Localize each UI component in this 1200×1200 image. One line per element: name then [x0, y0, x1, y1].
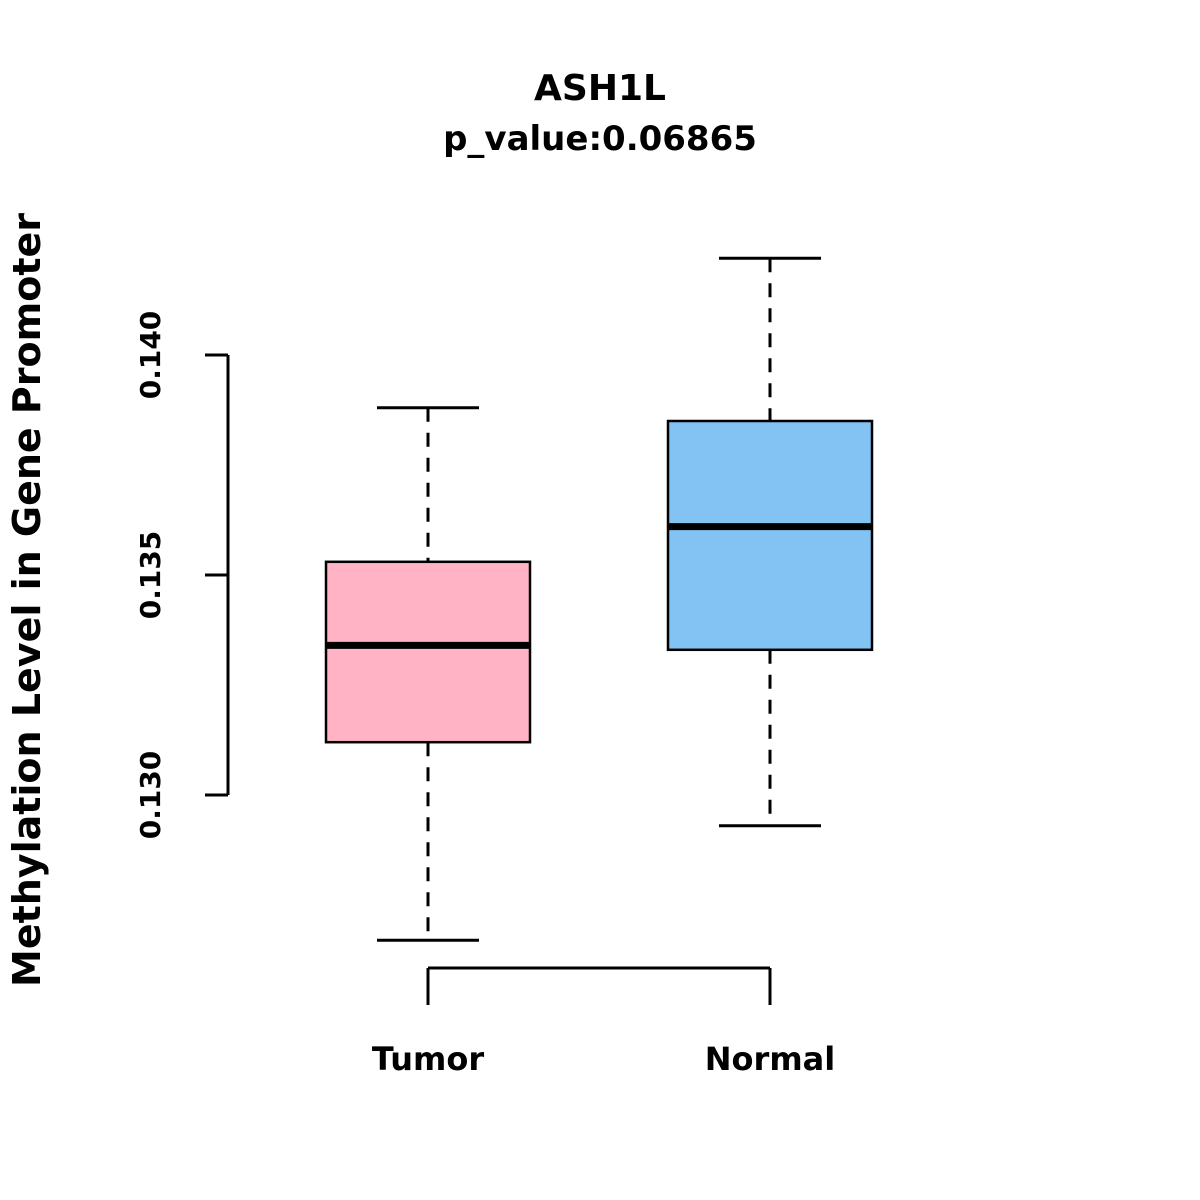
chart-title: ASH1L [534, 68, 666, 109]
box-tumor [324, 560, 532, 744]
y-tick-label: 0.140 [134, 311, 167, 400]
category-label-normal: Normal [705, 1040, 835, 1078]
box-normal [666, 419, 874, 652]
category-label-tumor: Tumor [372, 1040, 484, 1078]
plot-area: 0.130 0.135 0.140 Tumor Normal [134, 256, 874, 1078]
y-axis-label: Methylation Level in Gene Promoter [5, 213, 49, 987]
chart-subtitle: p_value:0.06865 [443, 119, 757, 159]
y-tick-label: 0.130 [134, 751, 167, 840]
y-tick-label: 0.135 [134, 531, 167, 620]
